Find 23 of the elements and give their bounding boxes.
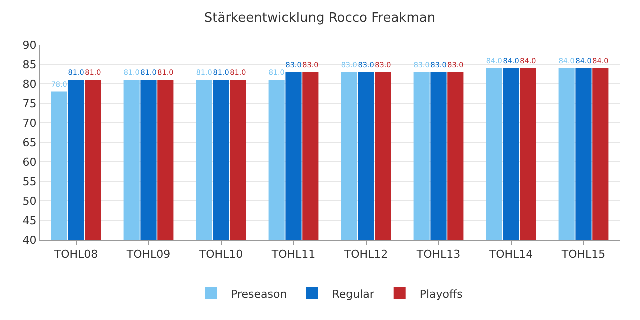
y-tick-label: 55 [22, 175, 37, 188]
y-tick-label: 70 [22, 116, 37, 130]
legend-label: Regular [332, 288, 375, 301]
x-tick-label: TOHL09 [126, 248, 171, 262]
y-tick-label: 60 [22, 156, 37, 169]
x-tick-label: TOHL15 [560, 248, 606, 262]
y-tick-label: 75 [22, 97, 37, 110]
x-tick-label: TOHL13 [416, 248, 461, 262]
x-tick-label: TOHL14 [488, 248, 534, 262]
chart-title: Stärkeentwicklung Rocco Freakman [204, 10, 436, 26]
x-tick-label: TOHL10 [198, 248, 244, 262]
legend-label: Preseason [231, 288, 288, 301]
x-tick-label: TOHL11 [270, 248, 316, 262]
x-tick-label: TOHL12 [343, 248, 388, 262]
y-tick-label: 40 [22, 234, 37, 247]
x-tick-label: TOHL08 [53, 248, 98, 262]
y-tick-label: 90 [22, 38, 37, 52]
y-tick-label: 80 [22, 78, 37, 91]
y-tick-label: 45 [22, 214, 37, 228]
y-tick-label: 65 [22, 136, 37, 150]
y-tick-label: 50 [22, 194, 37, 208]
legend-label: Playoffs [420, 288, 464, 301]
y-tick-label: 85 [22, 58, 37, 72]
